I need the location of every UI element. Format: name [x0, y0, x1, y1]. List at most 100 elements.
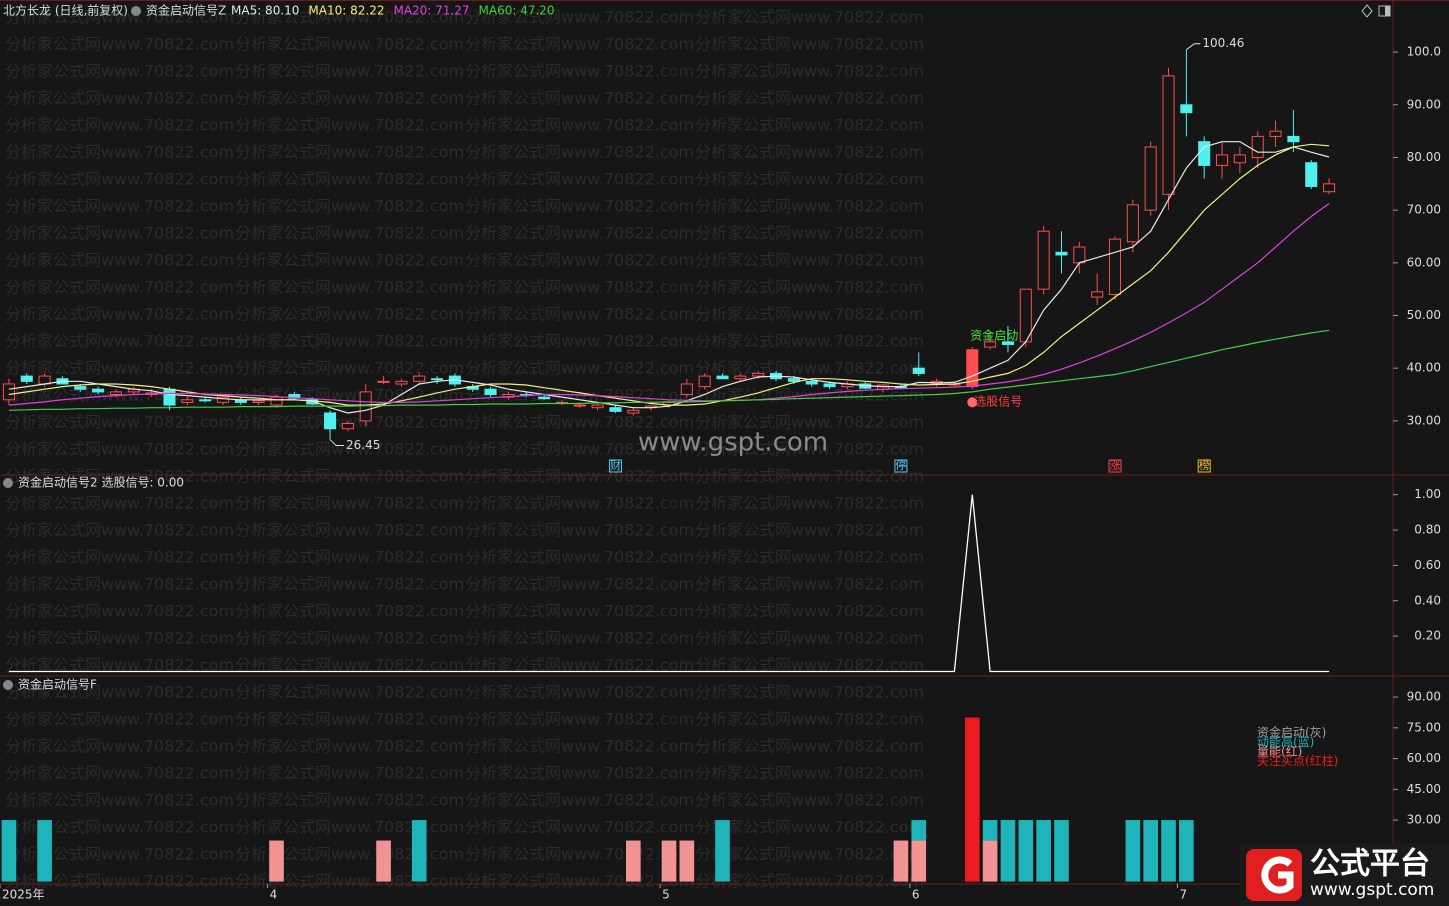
watermark-text: 分析家公式网www.70822.com — [5, 305, 234, 324]
bar — [1036, 820, 1051, 882]
watermark-text: 分析家公式网www.70822.com — [465, 278, 694, 297]
watermark-text: 分析家公式网www.70822.com — [235, 602, 464, 621]
watermark-text: 分析家公式网www.70822.com — [235, 548, 464, 567]
ma-line — [8, 141, 1330, 414]
y-tick-label: 70.00 — [1407, 203, 1441, 217]
watermark-text: 分析家公式网www.70822.com — [695, 89, 924, 108]
candle-body — [1091, 291, 1104, 298]
y-tick-label: 60.00 — [1407, 255, 1441, 269]
legend-entry: 动能高(蓝) — [1257, 734, 1314, 749]
bar — [982, 820, 998, 841]
candle-body — [591, 404, 604, 409]
watermark-text: 分析家公式网www.70822.com — [235, 8, 464, 27]
watermark-text: 分析家公式网www.70822.com — [5, 440, 234, 459]
candle-body — [181, 399, 194, 403]
bar — [269, 840, 284, 882]
bar — [911, 820, 927, 841]
y-tick-label: 0.20 — [1414, 629, 1441, 643]
x-tick-label: 4 — [270, 888, 278, 902]
watermark-text: 分析家公式网www.70822.com — [695, 332, 924, 351]
watermark-text: 分析家公式网www.70822.com — [235, 845, 464, 864]
y-tick-label: 50.00 — [1407, 308, 1441, 322]
bar — [1054, 820, 1069, 882]
watermark-text: 分析家公式网www.70822.com — [465, 305, 694, 324]
start-annotation: 资金启动 — [970, 328, 1018, 343]
ma-line — [8, 143, 1330, 406]
watermark-text: 分析家公式网www.70822.com — [695, 710, 924, 729]
indicator-icon[interactable] — [3, 478, 13, 488]
watermark-text: 分析家公式网www.70822.com — [465, 116, 694, 135]
watermark-text: 分析家公式网www.70822.com — [465, 548, 694, 567]
bar — [1125, 820, 1141, 882]
watermark-text: 分析家公式网www.70822.com — [695, 170, 924, 189]
watermark-text: 分析家公式网www.70822.com — [465, 764, 694, 783]
watermark-text: 分析家公式网www.70822.com — [235, 359, 464, 378]
y-tick-label: 80.00 — [1407, 150, 1441, 164]
watermark-text: 分析家公式网www.70822.com — [235, 251, 464, 270]
candle-body — [324, 412, 337, 430]
ma-line — [8, 329, 1330, 411]
y-tick-label: 0.40 — [1414, 593, 1441, 607]
bar — [626, 840, 641, 882]
watermark-text: 分析家公式网www.70822.com — [465, 521, 694, 540]
candle-body — [1037, 230, 1050, 290]
watermark-text: 分析家公式网www.70822.com — [465, 710, 694, 729]
event-marker — [608, 459, 622, 473]
watermark-text: 分析家公式网www.70822.com — [235, 170, 464, 189]
watermark-text: 分析家公式网www.70822.com — [465, 35, 694, 54]
y-tick-label: 1.00 — [1414, 487, 1441, 501]
watermark-text: 分析家公式网www.70822.com — [465, 251, 694, 270]
watermark-text: 分析家公式网www.70822.com — [235, 764, 464, 783]
site-watermark: www.gspt.com — [638, 428, 828, 458]
watermark-text: 分析家公式网www.70822.com — [695, 548, 924, 567]
watermark-text: 分析家公式网www.70822.com — [695, 818, 924, 837]
event-marker — [1108, 459, 1122, 473]
candle-body — [1269, 130, 1282, 137]
bar — [911, 840, 927, 882]
watermark-text: 分析家公式网www.70822.com — [235, 440, 464, 459]
watermark-text: 分析家公式网www.70822.com — [465, 575, 694, 594]
candle-body — [359, 391, 372, 422]
tool-icon[interactable] — [1361, 4, 1373, 18]
indicator-name: 资金启动信号Z — [146, 3, 226, 18]
watermark-text: 分析家公式网www.70822.com — [465, 440, 694, 459]
candle-body — [270, 396, 283, 406]
candle-body — [1073, 246, 1086, 264]
watermark-text: 分析家公式网www.70822.com — [5, 683, 234, 702]
indicator-icon[interactable] — [131, 6, 141, 16]
watermark-text: 分析家公式网www.70822.com — [235, 872, 464, 891]
candle-body — [573, 404, 586, 407]
y-tick-label: 30.00 — [1407, 813, 1441, 827]
watermark-text: 分析家公式网www.70822.com — [235, 89, 464, 108]
bar — [1018, 820, 1034, 882]
candle-body — [1180, 104, 1193, 114]
candle-body — [609, 407, 622, 412]
candle-body — [787, 378, 800, 382]
tool-icon — [1385, 6, 1390, 16]
watermark-text: 分析家公式网www.70822.com — [235, 818, 464, 837]
min-label: 26.45 — [346, 438, 380, 452]
logo-name: 公式平台 — [1310, 847, 1430, 882]
watermark-text: 分析家公式网www.70822.com — [5, 845, 234, 864]
watermark-text: 分析家公式网www.70822.com — [695, 440, 924, 459]
watermark-text: 分析家公式网www.70822.com — [465, 602, 694, 621]
watermark-text: 分析家公式网www.70822.com — [465, 413, 694, 432]
watermark-text: 分析家公式网www.70822.com — [235, 332, 464, 351]
y-tick-label: 40.00 — [1407, 361, 1441, 375]
legend-entry: 关注买点(红柱) — [1257, 753, 1338, 768]
watermark-text: 分析家公式网www.70822.com — [5, 116, 234, 135]
candle-body — [912, 367, 925, 374]
watermark-text: 分析家公式网www.70822.com — [695, 764, 924, 783]
candle-body — [1144, 146, 1157, 211]
legend-entry: MA10: 82.22 — [308, 4, 384, 18]
y-tick-label: 0.80 — [1414, 523, 1441, 537]
candle-body — [484, 388, 497, 396]
signal-annotation: 选股信号 — [974, 395, 1022, 409]
watermark-text: 分析家公式网www.70822.com — [235, 62, 464, 81]
x-tick-label: 5 — [662, 888, 670, 902]
watermark-text: 分析家公式网www.70822.com — [5, 521, 234, 540]
watermark-text: 分析家公式网www.70822.com — [695, 683, 924, 702]
indicator-icon[interactable] — [3, 680, 13, 690]
